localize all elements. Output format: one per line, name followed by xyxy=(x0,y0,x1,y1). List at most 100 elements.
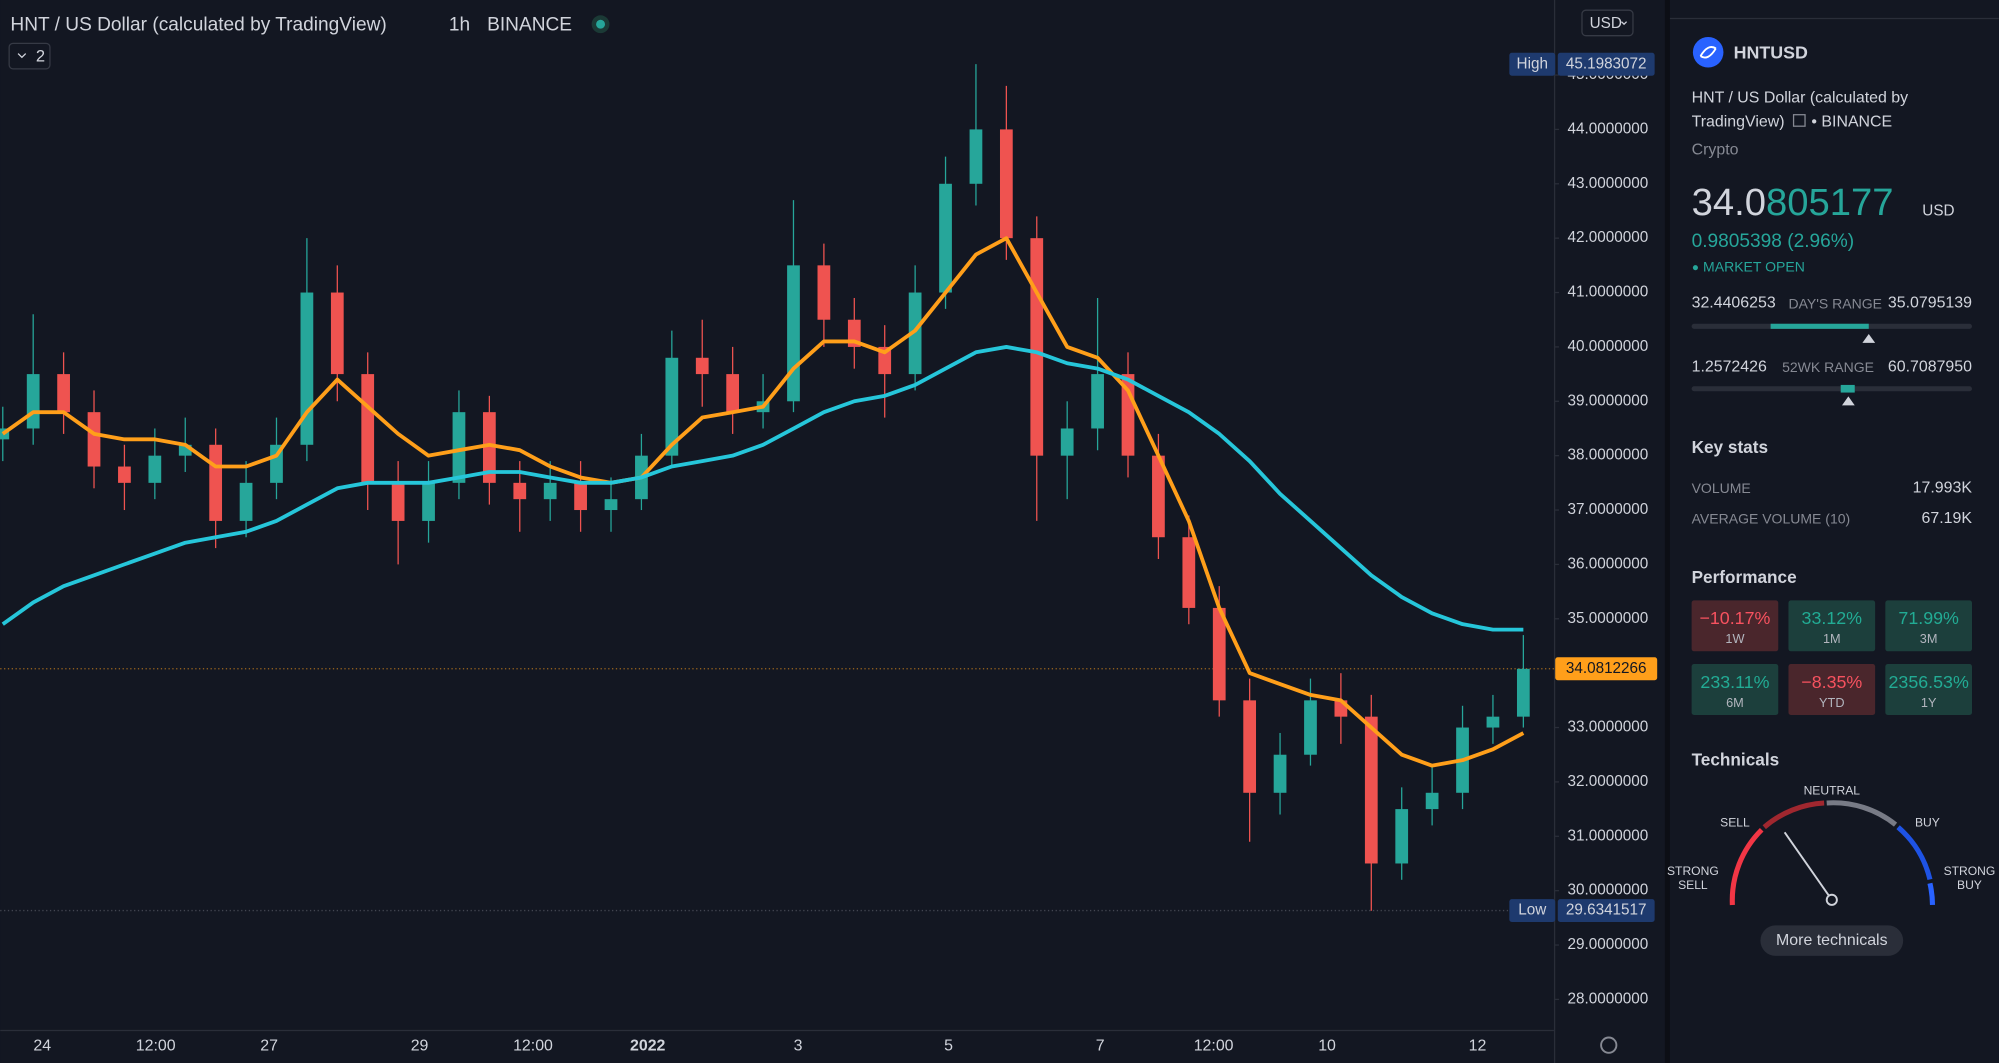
x-tick-label: 7 xyxy=(1096,1038,1105,1055)
change: 0.9805398 (2.96%) xyxy=(1692,231,1855,252)
indicators-toggle[interactable] xyxy=(8,42,51,70)
exchange: • BINANCE xyxy=(1811,114,1892,131)
y-tick-label: 39.0000000 xyxy=(1568,392,1649,409)
candle-body xyxy=(178,444,192,456)
candle-body xyxy=(391,482,405,521)
y-tick-label: 33.0000000 xyxy=(1568,719,1649,736)
marker-tag-label: Low xyxy=(1518,902,1547,919)
last-price-label: 34.0812266 xyxy=(1566,660,1647,677)
moving-average xyxy=(1,236,1525,768)
candle-body xyxy=(452,412,466,483)
candle-body xyxy=(604,499,618,511)
gauge-label: NEUTRAL xyxy=(1804,784,1861,798)
candle-body xyxy=(361,374,375,483)
performance-period[interactable]: 3M xyxy=(1920,631,1938,646)
candle-body xyxy=(118,466,131,483)
currency[interactable]: USD xyxy=(1590,15,1622,32)
range-label: DAY'S RANGE xyxy=(1788,295,1882,311)
candle-body xyxy=(300,292,314,445)
gauge-arc xyxy=(1762,800,1825,830)
gauge-label: BUY xyxy=(1915,816,1940,830)
indicators-count[interactable]: 2 xyxy=(36,47,45,66)
performance-period[interactable]: 1Y xyxy=(1921,695,1937,710)
y-tick-label: 40.0000000 xyxy=(1568,338,1649,355)
x-tick-label: 10 xyxy=(1318,1038,1336,1055)
candle-body xyxy=(1212,607,1226,701)
link-icon[interactable] xyxy=(1792,114,1806,127)
stat-label: AVERAGE VOLUME (10) xyxy=(1692,511,1851,527)
status-dot xyxy=(596,19,606,29)
y-tick-label: 32.0000000 xyxy=(1568,773,1649,790)
candle-body xyxy=(665,357,679,456)
performance-period[interactable]: 6M xyxy=(1726,695,1744,710)
gauge-arc xyxy=(1729,827,1764,906)
candle-body xyxy=(26,374,40,429)
candle-body xyxy=(87,412,101,467)
button-label[interactable]: More technicals xyxy=(1776,932,1888,949)
candle-body xyxy=(1395,809,1409,864)
candle-body xyxy=(1152,455,1165,538)
candle-body xyxy=(1273,754,1287,793)
candle-body xyxy=(239,482,253,521)
performance-value[interactable]: 233.11% xyxy=(1700,672,1769,692)
settings-icon[interactable] xyxy=(1600,1036,1618,1054)
price-axis: 28.0000000 29.0000000 30.0000000 31.0000000… xyxy=(1553,52,1658,1007)
performance-value[interactable]: 2356.53% xyxy=(1889,672,1969,692)
y-tick-label: 30.0000000 xyxy=(1568,882,1649,899)
candle-body xyxy=(726,374,740,413)
candle-body xyxy=(1243,700,1257,793)
description: TradingView) xyxy=(1692,114,1785,131)
description: HNT / US Dollar (calculated by xyxy=(1692,89,1909,106)
candle-body xyxy=(817,265,831,320)
price-currency: USD xyxy=(1922,203,1954,220)
candle-body xyxy=(695,357,709,375)
x-tick-label: 12 xyxy=(1469,1038,1487,1055)
currency-button[interactable] xyxy=(1581,9,1634,37)
more-technicals-button[interactable] xyxy=(1760,925,1904,956)
x-tick-label: 29 xyxy=(411,1038,429,1055)
range-fill xyxy=(1770,323,1869,329)
interval[interactable]: 1h xyxy=(449,15,470,36)
price-tail: 805177 xyxy=(1766,181,1894,224)
performance-tile[interactable] xyxy=(1885,600,1973,652)
range-high: 35.0795139 xyxy=(1888,295,1972,312)
y-tick-label: 35.0000000 xyxy=(1568,610,1649,627)
range-marker xyxy=(1862,333,1876,343)
candle-body xyxy=(209,444,223,521)
plot xyxy=(0,64,1554,912)
candle-body xyxy=(1516,668,1530,717)
candle-body xyxy=(1304,700,1317,755)
candle-body xyxy=(482,412,496,483)
gauge xyxy=(1729,800,1936,906)
performance-tile[interactable] xyxy=(1788,664,1876,716)
performance-tile[interactable] xyxy=(1885,664,1973,716)
performance-value[interactable]: −8.35% xyxy=(1801,672,1862,692)
symbol-icon xyxy=(1692,36,1724,68)
candle-body xyxy=(878,346,892,375)
y-tick-label: 38.0000000 xyxy=(1568,447,1649,464)
stat-value: 67.19K xyxy=(1922,510,1973,527)
performance-value[interactable]: −10.17% xyxy=(1699,608,1770,628)
performance-value[interactable]: 33.12% xyxy=(1802,608,1863,628)
performance-tile[interactable] xyxy=(1691,664,1779,716)
gauge-label: BUY xyxy=(1957,878,1982,892)
candle-body xyxy=(1182,537,1196,608)
performance-tile[interactable] xyxy=(1691,600,1779,652)
candle-body xyxy=(787,265,800,402)
price-marker xyxy=(1557,52,1655,76)
gauge-label: STRONG xyxy=(1944,864,1996,878)
performance-tile[interactable] xyxy=(1788,600,1876,652)
candle-body xyxy=(330,292,344,375)
performance-value[interactable]: 71.99% xyxy=(1898,608,1959,628)
symbol: HNTUSD xyxy=(1734,42,1808,62)
gauge-arc xyxy=(1927,882,1936,906)
chart-title: HNT / US Dollar (calculated by TradingVi… xyxy=(10,15,386,36)
marker-tag xyxy=(1509,52,1556,76)
candle-body xyxy=(1486,716,1500,728)
performance-period[interactable]: 1M xyxy=(1823,631,1841,646)
performance-period[interactable]: YTD xyxy=(1819,695,1844,710)
performance-period[interactable]: 1W xyxy=(1725,631,1744,646)
candle-body xyxy=(908,292,922,375)
gauge-needle xyxy=(1783,831,1833,901)
candle-body xyxy=(574,482,587,511)
